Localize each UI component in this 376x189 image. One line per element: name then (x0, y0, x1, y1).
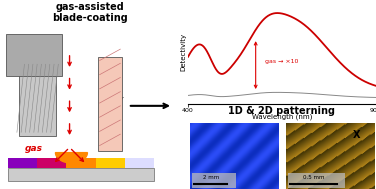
X-axis label: Wavelength (nm): Wavelength (nm) (252, 113, 312, 120)
Bar (8, 158, 37, 168)
Polygon shape (56, 153, 87, 163)
Bar (125, 158, 154, 168)
Text: gas: gas (24, 144, 42, 153)
Bar (8, 168, 154, 181)
Text: gas-assisted
blade-coating: gas-assisted blade-coating (52, 2, 128, 23)
Bar (98, 57, 122, 151)
Bar (96, 158, 125, 168)
Bar (19, 60, 56, 136)
Bar (37, 158, 66, 168)
Text: gas → ×10: gas → ×10 (265, 59, 299, 64)
Text: 1D & 2D patterning: 1D & 2D patterning (229, 106, 335, 116)
Bar (6, 34, 62, 76)
Bar (66, 158, 96, 168)
Y-axis label: Detectivity: Detectivity (180, 33, 186, 71)
Text: v: v (117, 95, 123, 105)
